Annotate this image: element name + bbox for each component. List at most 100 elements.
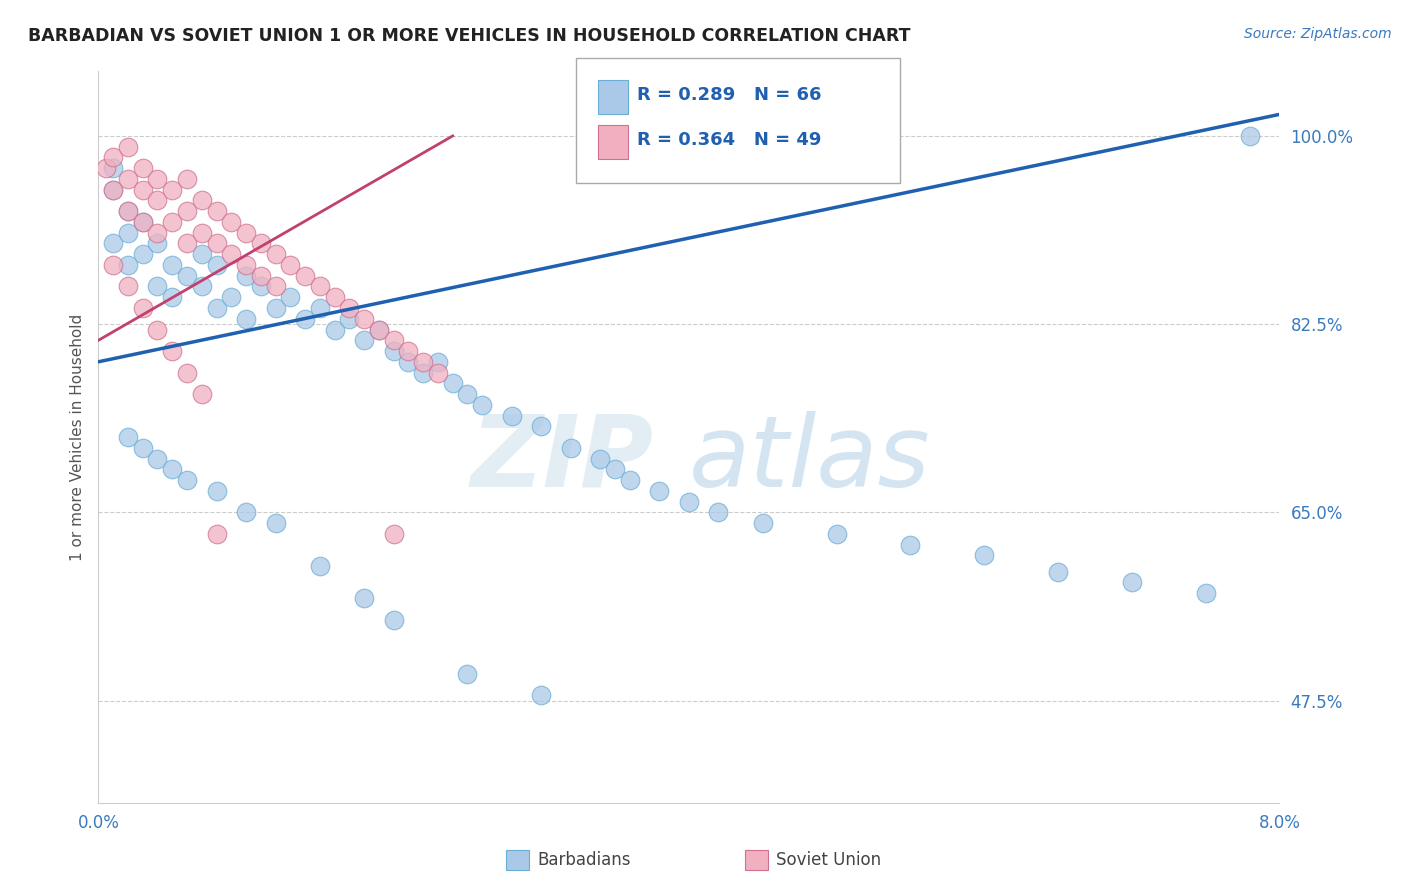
Point bbox=[132, 441, 155, 455]
Point bbox=[146, 226, 169, 240]
Point bbox=[146, 322, 169, 336]
Point bbox=[103, 161, 125, 176]
Point bbox=[146, 451, 169, 466]
Point bbox=[191, 279, 214, 293]
Point bbox=[382, 527, 405, 541]
Point bbox=[205, 301, 228, 315]
Point bbox=[250, 279, 273, 293]
Point bbox=[191, 247, 214, 261]
Point bbox=[1195, 586, 1218, 600]
Point bbox=[103, 183, 125, 197]
Point bbox=[146, 236, 169, 251]
Text: ZIP: ZIP bbox=[471, 410, 654, 508]
Point bbox=[132, 215, 155, 229]
Point bbox=[353, 333, 375, 347]
Point bbox=[146, 194, 169, 208]
Point bbox=[294, 268, 316, 283]
Point bbox=[132, 247, 155, 261]
Point bbox=[323, 322, 346, 336]
Point bbox=[103, 236, 125, 251]
Point bbox=[648, 483, 671, 498]
Point bbox=[176, 236, 198, 251]
Point bbox=[501, 409, 523, 423]
Point bbox=[132, 301, 155, 315]
Point bbox=[117, 172, 139, 186]
Point bbox=[309, 559, 332, 574]
Point bbox=[176, 204, 198, 219]
Point bbox=[235, 268, 257, 283]
Point bbox=[560, 441, 582, 455]
Point bbox=[132, 161, 155, 176]
Point bbox=[146, 172, 169, 186]
Point bbox=[117, 204, 139, 219]
Point bbox=[382, 333, 405, 347]
Point bbox=[412, 355, 434, 369]
Point bbox=[382, 613, 405, 627]
Point bbox=[205, 483, 228, 498]
Point bbox=[368, 322, 391, 336]
Point bbox=[103, 183, 125, 197]
Point bbox=[457, 387, 479, 401]
Point bbox=[221, 215, 243, 229]
Text: R = 0.289   N = 66: R = 0.289 N = 66 bbox=[637, 87, 821, 104]
Point bbox=[162, 183, 183, 197]
Point bbox=[398, 344, 420, 359]
Point bbox=[339, 311, 361, 326]
Point bbox=[162, 290, 183, 304]
Point bbox=[707, 505, 730, 519]
Point bbox=[382, 344, 405, 359]
Point bbox=[1239, 128, 1261, 143]
Point bbox=[162, 215, 183, 229]
Text: Soviet Union: Soviet Union bbox=[776, 851, 882, 869]
Point bbox=[117, 258, 139, 272]
Point bbox=[353, 591, 375, 606]
Point bbox=[752, 516, 775, 530]
Point bbox=[294, 311, 316, 326]
Text: BARBADIAN VS SOVIET UNION 1 OR MORE VEHICLES IN HOUSEHOLD CORRELATION CHART: BARBADIAN VS SOVIET UNION 1 OR MORE VEHI… bbox=[28, 27, 911, 45]
Point bbox=[117, 226, 139, 240]
Point bbox=[309, 279, 332, 293]
Point bbox=[205, 258, 228, 272]
Point bbox=[441, 376, 464, 391]
Point bbox=[427, 366, 450, 380]
Point bbox=[162, 462, 183, 476]
Point bbox=[412, 366, 434, 380]
Point bbox=[264, 301, 287, 315]
Point bbox=[264, 279, 287, 293]
Point bbox=[191, 194, 214, 208]
Point bbox=[205, 236, 228, 251]
Point bbox=[132, 183, 155, 197]
Point bbox=[605, 462, 627, 476]
Point bbox=[103, 258, 125, 272]
Text: atlas: atlas bbox=[689, 410, 931, 508]
Point bbox=[117, 430, 139, 444]
Point bbox=[471, 398, 494, 412]
Point bbox=[176, 473, 198, 487]
Text: Barbadians: Barbadians bbox=[537, 851, 631, 869]
Point bbox=[825, 527, 848, 541]
Point bbox=[235, 258, 257, 272]
Point bbox=[427, 355, 450, 369]
Text: Source: ZipAtlas.com: Source: ZipAtlas.com bbox=[1244, 27, 1392, 41]
Point bbox=[117, 139, 139, 153]
Point bbox=[191, 226, 214, 240]
Point bbox=[117, 279, 139, 293]
Point bbox=[162, 344, 183, 359]
Point bbox=[900, 538, 922, 552]
Point bbox=[191, 387, 214, 401]
Point bbox=[309, 301, 332, 315]
Point bbox=[176, 268, 198, 283]
Point bbox=[973, 549, 995, 563]
Point bbox=[221, 290, 243, 304]
Y-axis label: 1 or more Vehicles in Household: 1 or more Vehicles in Household bbox=[69, 313, 84, 561]
Point bbox=[235, 311, 257, 326]
Point bbox=[250, 268, 273, 283]
Point bbox=[146, 279, 169, 293]
Point bbox=[176, 366, 198, 380]
Point bbox=[353, 311, 375, 326]
Point bbox=[530, 419, 553, 434]
Point bbox=[339, 301, 361, 315]
Point bbox=[162, 258, 183, 272]
Text: R = 0.364   N = 49: R = 0.364 N = 49 bbox=[637, 131, 821, 149]
Point bbox=[457, 666, 479, 681]
